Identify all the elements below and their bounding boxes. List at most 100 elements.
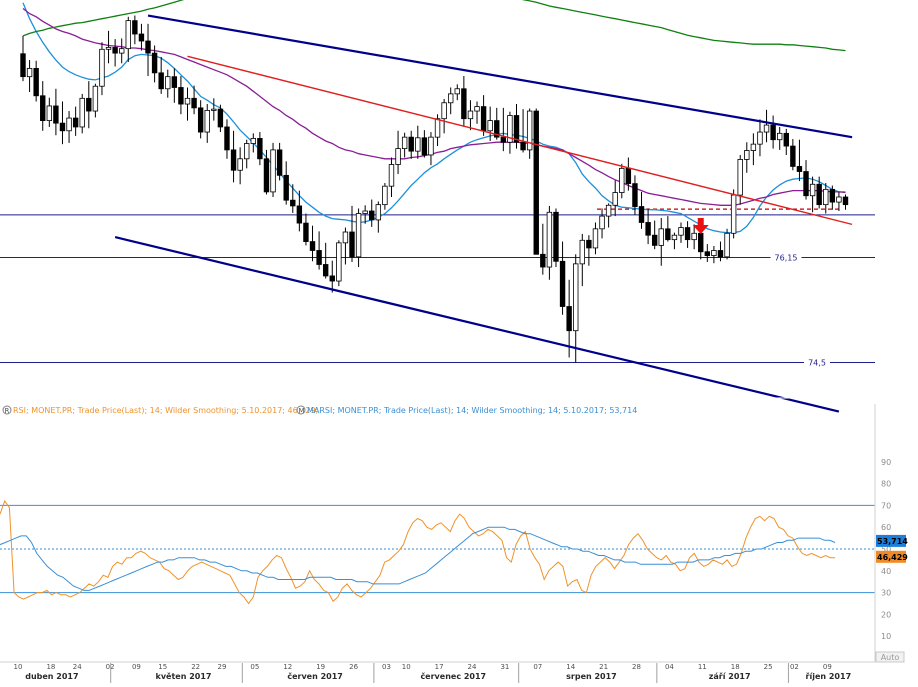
candle xyxy=(704,244,711,262)
candle-body-down xyxy=(145,40,151,54)
candle-body-up xyxy=(362,210,368,214)
candle xyxy=(777,126,783,150)
candle-body-up xyxy=(467,110,474,120)
candle xyxy=(750,133,757,166)
candle-body-up xyxy=(573,263,579,332)
month-label: říjen 2017 xyxy=(806,672,852,681)
rsi-line xyxy=(0,499,835,605)
candle xyxy=(783,128,789,155)
candle xyxy=(355,208,362,268)
rsi-y-tick: 80 xyxy=(881,480,891,489)
candle xyxy=(638,191,645,229)
candle xyxy=(836,191,842,212)
candle xyxy=(757,119,763,157)
candle xyxy=(132,15,138,45)
candle xyxy=(171,68,178,103)
marsi-value-badge-bg xyxy=(876,534,906,547)
month-label: srpen 2017 xyxy=(566,672,617,681)
candle xyxy=(40,81,46,131)
candle xyxy=(816,176,822,209)
candle-body-down xyxy=(230,149,237,171)
level-label-bg-1 xyxy=(770,252,802,263)
x-tick-label: 11 xyxy=(698,663,707,671)
candle xyxy=(362,205,368,224)
candle-body-down xyxy=(316,250,322,265)
candle xyxy=(842,194,849,210)
candle xyxy=(724,228,730,260)
candle-body-down xyxy=(665,228,671,241)
channel-line-1 xyxy=(114,236,840,413)
x-tick-label: 26 xyxy=(349,663,358,671)
channel-line-0 xyxy=(147,14,853,139)
candle-body-down xyxy=(494,120,500,138)
x-tick-label: 05 xyxy=(250,663,259,671)
candle xyxy=(632,175,638,215)
candle-body-down xyxy=(296,205,303,224)
candle xyxy=(599,208,605,239)
candle xyxy=(303,213,309,246)
moving-averages xyxy=(22,0,846,234)
candle xyxy=(46,97,53,127)
candle xyxy=(375,201,382,233)
candle-body-up xyxy=(184,97,191,105)
candle-body-down xyxy=(717,250,724,258)
candle xyxy=(263,149,270,195)
candle xyxy=(533,108,539,255)
candle-body-up xyxy=(763,124,770,133)
candle-body-up xyxy=(823,188,829,206)
month-label: červen 2017 xyxy=(287,671,343,681)
candle xyxy=(586,235,592,266)
candle-body-up xyxy=(599,215,605,230)
candle-body-up xyxy=(237,158,243,171)
rsi-value-badge-bg xyxy=(876,550,906,563)
candle xyxy=(59,101,66,145)
x-tick-label: 17 xyxy=(435,663,444,671)
candle-body-down xyxy=(698,232,704,253)
candle-body-down xyxy=(151,52,158,74)
svg-text:R: R xyxy=(5,407,10,415)
month-label: duben 2017 xyxy=(25,672,78,681)
candle xyxy=(658,218,664,266)
candle xyxy=(178,76,184,115)
candle xyxy=(105,30,112,64)
candle-body-down xyxy=(520,141,526,151)
candle-body-up xyxy=(612,192,618,206)
candle xyxy=(467,100,474,131)
month-label: květen 2017 xyxy=(156,671,212,681)
candle-body-up xyxy=(428,136,434,156)
x-tick-label: 22 xyxy=(191,663,200,671)
candle-body-up xyxy=(836,196,842,203)
candle xyxy=(257,132,263,166)
candle xyxy=(763,109,770,143)
candle xyxy=(224,119,230,159)
candle-body-up xyxy=(355,213,362,258)
candle-body-up xyxy=(658,228,664,246)
candle xyxy=(651,220,658,250)
rsi-y-tick: 40 xyxy=(881,567,891,576)
candle xyxy=(26,60,33,92)
auto-scale-button[interactable]: Auto xyxy=(875,651,905,663)
candle-body-up xyxy=(507,115,513,143)
candle-body-up xyxy=(99,48,105,87)
candle xyxy=(290,184,296,213)
candle xyxy=(276,142,283,181)
x-tick-label: 12 xyxy=(283,663,292,671)
rsi-panel[interactable]: R RSI; MONET.PR; Trade Price(Last); 14; … xyxy=(0,404,908,663)
marsi-value-badge: 53,714 xyxy=(876,534,908,547)
candle-body-up xyxy=(270,149,276,193)
x-tick-label: 15 xyxy=(158,663,167,671)
x-tick-label: 21 xyxy=(599,663,608,671)
candle xyxy=(119,38,125,64)
candle xyxy=(487,106,493,141)
candle-body-down xyxy=(842,196,849,206)
candle xyxy=(316,231,322,270)
candle xyxy=(540,223,546,275)
candle xyxy=(520,109,526,153)
price-panel[interactable]: 76,15 74,5 xyxy=(0,0,875,413)
candle-body-up xyxy=(619,167,625,193)
candle-body-up xyxy=(26,67,33,78)
x-tick-label: 02 xyxy=(106,663,115,671)
candle xyxy=(112,39,118,67)
